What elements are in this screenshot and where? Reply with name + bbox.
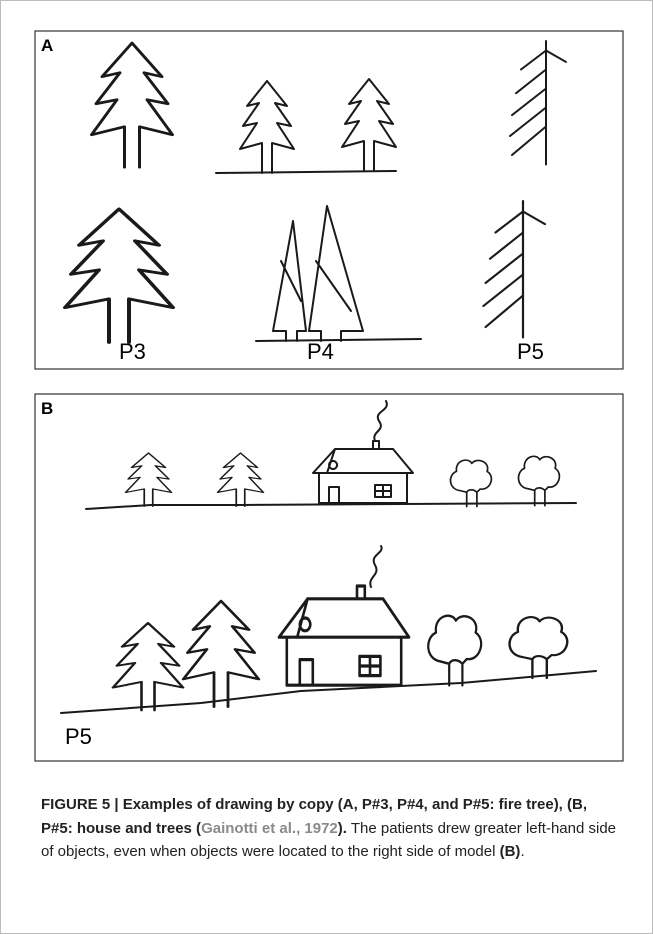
fir-tree [239, 80, 295, 174]
caption-title-end: ). [337, 819, 347, 837]
fir-tree [63, 207, 175, 345]
ground [215, 170, 397, 174]
citation-link[interactable]: Gainotti et al., 1972 [201, 819, 338, 837]
ground [255, 338, 422, 342]
smoke [369, 545, 383, 588]
round-tree [449, 459, 493, 508]
smoke [373, 400, 388, 442]
ground [85, 502, 577, 510]
pine-tree [482, 199, 547, 339]
fir-tree [181, 599, 261, 709]
panel-a-frame [34, 30, 624, 370]
round-tree [508, 615, 569, 680]
fir-tree [111, 621, 185, 712]
caption-text: The patients drew greater left-hand side… [41, 819, 617, 861]
tall-trees [272, 205, 364, 342]
house [277, 584, 411, 687]
fir-tree [341, 78, 397, 172]
caption-end: . [520, 843, 525, 860]
fir-tree [216, 452, 265, 508]
panel-label: B [41, 399, 53, 418]
panel-b-frame [34, 393, 624, 762]
fir-tree [124, 452, 173, 508]
caption-ref: (B) [499, 843, 521, 860]
figure-drawing: A P3 P4 P5 B P5 [34, 30, 624, 762]
patient-label: P5 [65, 724, 92, 749]
blue-fir-tree [90, 41, 174, 169]
pine-tree [509, 40, 567, 166]
round-tree [427, 614, 483, 687]
round-tree [517, 455, 561, 507]
patient-label: P5 [517, 339, 544, 364]
panel-label: A [41, 36, 53, 55]
figure-caption: FIGURE 5 | Examples of drawing by copy (… [41, 793, 621, 864]
patient-label: P3 [119, 339, 146, 364]
caption-title: FIGURE 5 | Examples of drawing by copy (… [41, 796, 588, 837]
house [312, 440, 414, 504]
patient-label: P4 [307, 339, 334, 364]
